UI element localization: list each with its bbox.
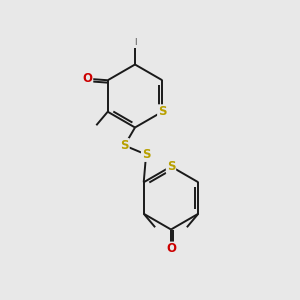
Text: O: O [166,242,176,256]
Text: |: | [134,38,136,45]
Text: O: O [82,72,92,85]
Text: S: S [167,160,175,173]
Text: S: S [120,139,129,152]
Text: S: S [142,148,150,161]
Text: S: S [158,105,166,118]
